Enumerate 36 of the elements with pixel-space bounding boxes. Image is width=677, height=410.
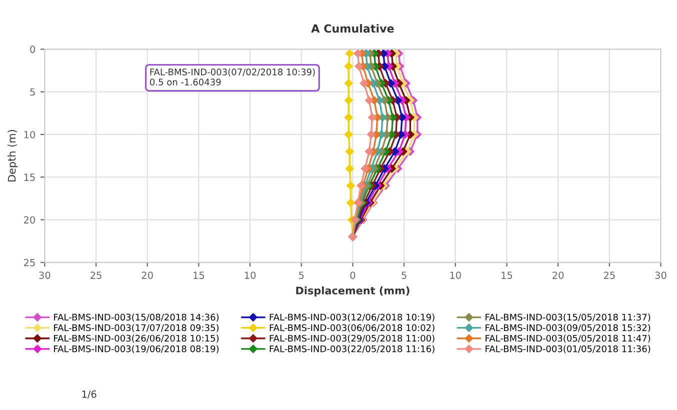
y-tick-label: 10 (24, 130, 36, 138)
annotation: FAL-BMS-IND-003(07/02/2018 10:39) 0.5 on -1.60439 (150, 68, 315, 86)
y-tick-label: 25 (24, 258, 35, 266)
y-tick-label: 15 (24, 174, 35, 181)
y-tick-label: 20 (24, 216, 36, 224)
legend-label: FAL-BMS-IND-003(26/06/2018 10:15) (54, 334, 219, 343)
x-tick-label: 5 (402, 272, 406, 279)
y-axis-title: Depth (m) (8, 130, 18, 182)
x-axis-title: Displacement (mm) (296, 286, 410, 296)
x-tick-label: 20 (552, 272, 564, 279)
x-tick-label: 10 (450, 272, 461, 279)
x-tick-label: 15 (194, 272, 204, 279)
x-tick-label: 20 (142, 272, 153, 279)
x-tick-label: 0 (350, 272, 356, 279)
legend-label: FAL-BMS-IND-003(06/06/2018 10:02) (270, 324, 434, 332)
x-tick-label: 30 (655, 272, 666, 279)
legend-label: FAL-BMS-IND-003(29/05/2018 11:00) (270, 334, 434, 343)
x-tick-label: 30 (39, 272, 50, 279)
chart-title: A Cumulative (311, 24, 394, 33)
legend-label: FAL-BMS-IND-003(01/05/2018 11:36) (486, 345, 650, 354)
y-tick-label: 5 (30, 88, 35, 96)
legend-label: FAL-BMS-IND-003(17/07/2018 09:35) (54, 324, 219, 332)
legend-label: FAL-BMS-IND-003(12/06/2018 10:19) (270, 314, 434, 322)
x-tick-label: 10 (244, 272, 256, 279)
legend-label: FAL-BMS-IND-003(05/05/2018 11:47) (486, 334, 650, 343)
legend-label: FAL-BMS-IND-003(15/08/2018 14:36) (54, 314, 219, 322)
text: 1/6 (82, 390, 96, 399)
legend-label: FAL-BMS-IND-003(22/05/2018 11:16) (270, 345, 434, 354)
legend-label: FAL-BMS-IND-003(09/05/2018 15:32) (486, 324, 650, 332)
legend-label: FAL-BMS-IND-003(15/05/2018 11:37) (486, 314, 650, 322)
y-tick-label: 0 (30, 46, 36, 54)
x-tick-label: 25 (604, 272, 615, 279)
x-tick-label: 5 (299, 272, 304, 279)
legend-label: FAL-BMS-IND-003(19/06/2018 08:19) (54, 345, 219, 354)
x-tick-label: 15 (502, 272, 512, 279)
x-tick-label: 25 (90, 272, 102, 279)
